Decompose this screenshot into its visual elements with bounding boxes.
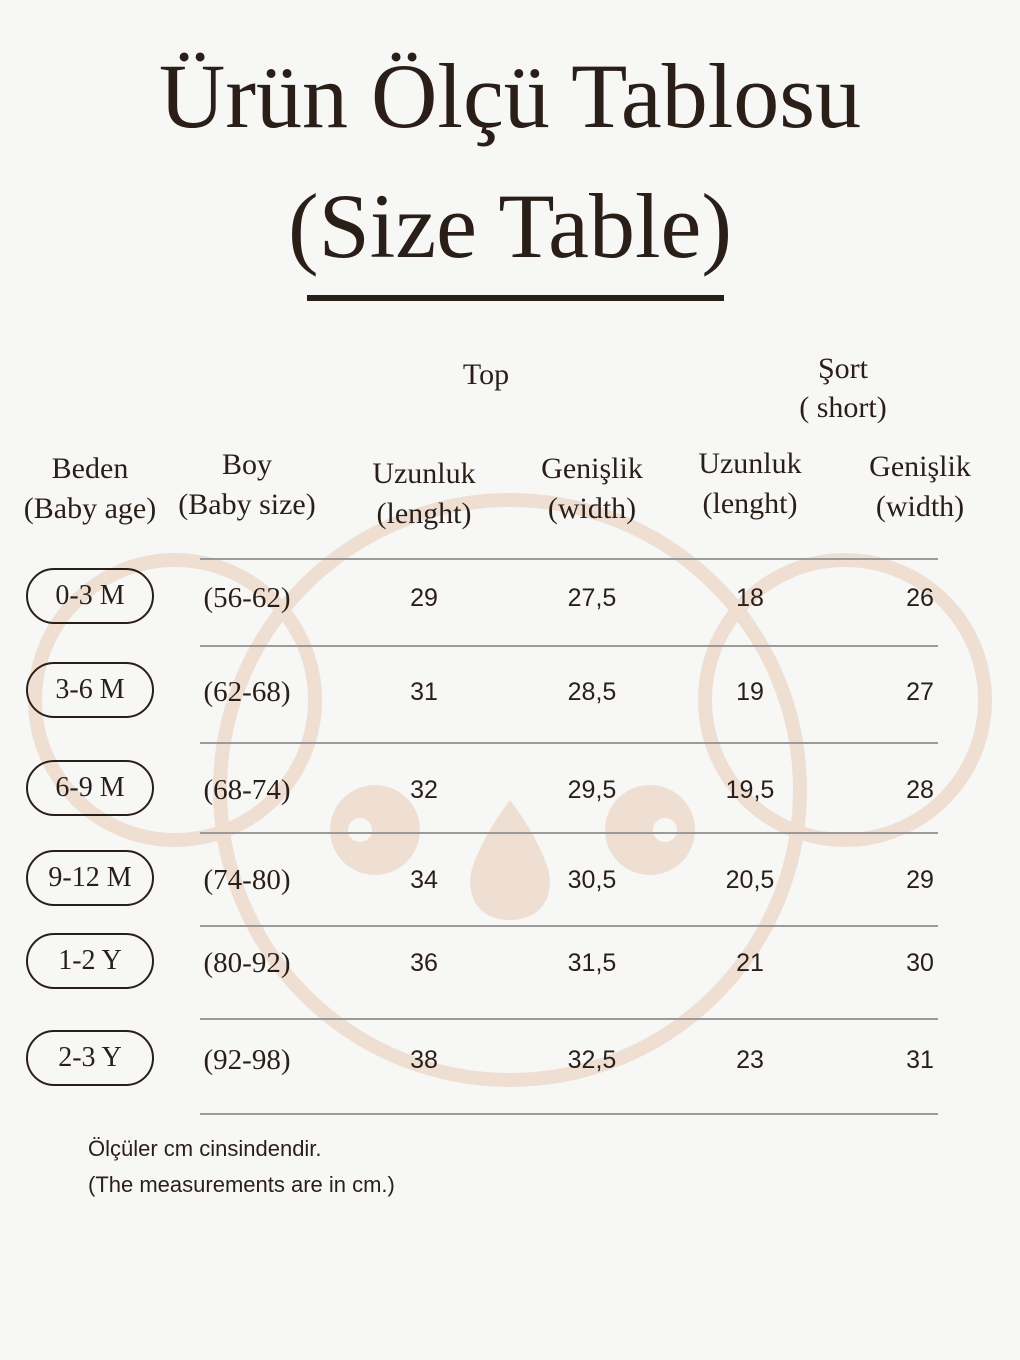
column-header: (Baby age)	[23, 492, 157, 525]
column-header: (lenght)	[702, 487, 798, 520]
age-badge: 9-12 M	[26, 850, 154, 906]
table-cell: 31	[906, 1046, 934, 1074]
table-cell: 29	[410, 584, 438, 612]
table-cell: 38	[410, 1046, 438, 1074]
age-badge: 1-2 Y	[26, 933, 154, 989]
table-cell: 23	[736, 1046, 764, 1074]
table-cell: (74-80)	[203, 864, 291, 896]
age-badge: 2-3 Y	[26, 1030, 154, 1086]
table-cell: 18	[736, 584, 764, 612]
table-cell: 28,5	[567, 678, 617, 706]
table-cell: 21	[736, 949, 764, 977]
column-header: Genişlik	[541, 452, 643, 485]
group-header-short: Şort	[817, 352, 868, 385]
table-cell: 31	[410, 678, 438, 706]
table-cell: 32	[410, 776, 438, 804]
note-tr: Ölçüler cm cinsindendir.	[88, 1136, 322, 1161]
row-divider	[200, 558, 938, 560]
table-cell: 30,5	[567, 866, 617, 894]
table-cell: 32,5	[567, 1046, 617, 1074]
column-header: Boy	[221, 448, 272, 481]
row-divider	[200, 1018, 938, 1020]
age-badge: 0-3 M	[26, 568, 154, 624]
row-divider	[200, 742, 938, 744]
page-subtitle: (Size Table)	[287, 175, 732, 277]
column-header: Genişlik	[869, 450, 971, 483]
table-cell: 36	[410, 949, 438, 977]
row-divider	[200, 832, 938, 834]
age-badge: 6-9 M	[26, 760, 154, 816]
table-cell: 26	[906, 584, 934, 612]
note-en: (The measurements are in cm.)	[88, 1172, 395, 1197]
table-cell: 29	[906, 866, 934, 894]
table-cell: 29,5	[567, 776, 617, 804]
column-header: (lenght)	[376, 497, 472, 530]
column-header: Beden	[51, 452, 129, 485]
column-header: (width)	[875, 490, 965, 523]
table-cell: 19	[736, 678, 764, 706]
column-header: Uzunluk	[372, 457, 476, 490]
table-cell: 27	[906, 678, 934, 706]
group-header-short-en: ( short)	[799, 391, 887, 424]
table-cell: (62-68)	[203, 676, 291, 708]
table-cell: 30	[906, 949, 934, 977]
group-header-top: Top	[462, 358, 510, 391]
table-cell: (80-92)	[203, 947, 291, 979]
title-underline	[307, 295, 724, 301]
page-title: Ürün Ölçü Tablosu	[158, 45, 862, 147]
age-badge: 3-6 M	[26, 662, 154, 718]
row-divider	[200, 925, 938, 927]
row-divider	[200, 645, 938, 647]
column-header: Uzunluk	[698, 447, 802, 480]
table-cell: 19,5	[725, 776, 775, 804]
table-cell: 34	[410, 866, 438, 894]
table-cell: 31,5	[567, 949, 617, 977]
table-cell: 28	[906, 776, 934, 804]
column-header: (width)	[547, 492, 637, 525]
table-cell: (56-62)	[203, 582, 291, 614]
table-cell: (92-98)	[203, 1044, 291, 1076]
row-divider	[200, 1113, 938, 1115]
column-header: (Baby size)	[178, 488, 316, 521]
table-cell: (68-74)	[203, 774, 291, 806]
table-cell: 27,5	[567, 584, 617, 612]
table-cell: 20,5	[725, 866, 775, 894]
